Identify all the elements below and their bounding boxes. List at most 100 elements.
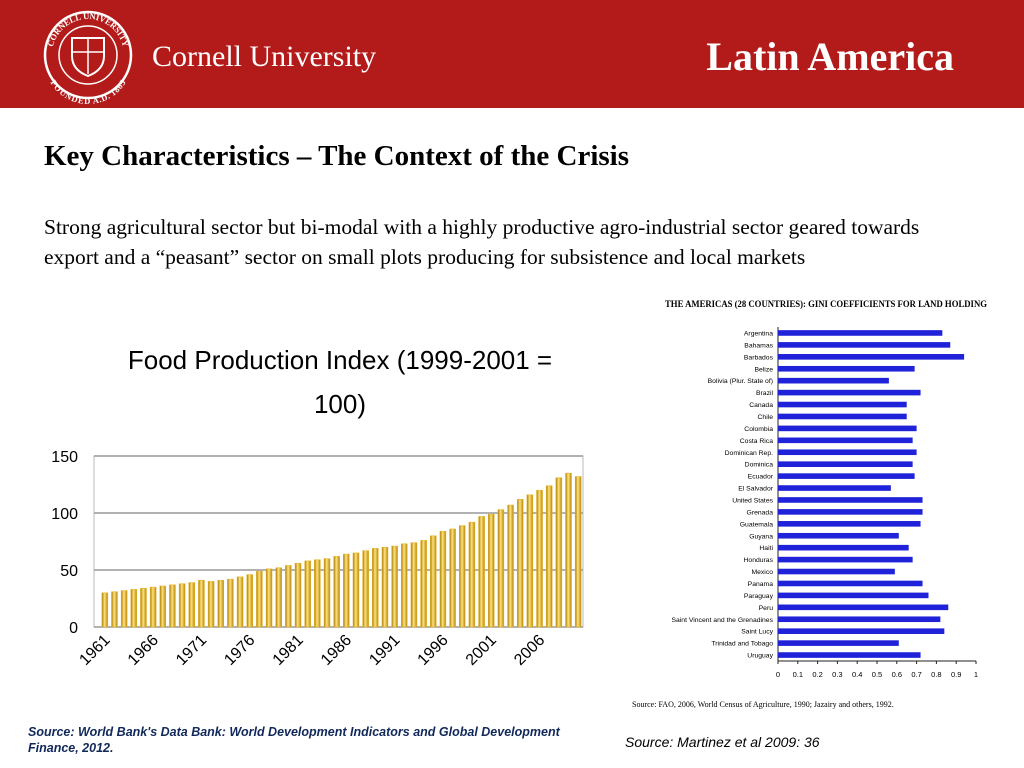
x-tick-label: 1971 [173,632,210,669]
bar [468,521,476,628]
bar [188,582,196,628]
y-tick-label: Saint Vincent and the Grenadines [671,617,773,624]
bar [265,568,273,628]
bar [778,628,945,634]
bar [516,499,524,628]
x-tick-label: 1991 [366,632,403,669]
bar [778,544,909,551]
bar [778,556,913,563]
bar [526,494,534,628]
bar [120,590,128,628]
x-tick-label: 1966 [125,632,162,669]
bar [778,377,889,384]
bar [401,543,408,628]
source: Source: World Bank's Data Bank: World De… [28,725,560,755]
y-tick-label: Uruguay [747,653,773,660]
x-tick-label: 0.2 [812,670,822,679]
bar [565,472,572,628]
x-tick-label: 0.4 [852,670,862,679]
x-tick-label: 0.6 [892,670,902,679]
x-tick-label: 1986 [318,632,355,669]
bar [101,592,109,628]
x-tick-label: 2001 [463,632,500,669]
x-tick-label: 0.1 [793,670,803,679]
y-tick-label: Ecuador [748,474,774,481]
x-tick-label: 1 [974,670,978,679]
bar [439,530,447,628]
y-tick-label: Belize [754,366,773,373]
x-tick-label: 0.5 [872,670,882,679]
bar [314,559,321,628]
bar [246,574,253,628]
bar [778,413,907,420]
bar [130,589,138,628]
y-tick-label: Panama [748,581,774,588]
bar [169,584,176,628]
bar [778,485,891,491]
bar [778,461,913,467]
bar [459,525,466,628]
slide-title: Latin America [706,34,954,79]
y-tick-label: Dominican Rep. [725,450,773,457]
bar [478,516,485,628]
bar [778,580,923,587]
header-band [0,0,1024,108]
bar [778,389,921,396]
y-tick-label: Bolivia (Plur. State of) [708,378,773,385]
chart-title: Food Production Index (1999-2001 = 100) [127,345,553,419]
y-tick-label: Canada [749,402,773,409]
bar [778,592,929,599]
x-tick-label: 1981 [270,632,307,669]
bar [778,640,899,646]
bar [778,509,923,515]
bar [381,546,389,628]
bar [778,401,907,408]
bar [778,330,943,336]
y-tick-label: Mexico [751,569,773,576]
bar [778,568,895,575]
y-tick-label: 0 [69,620,78,637]
y-tick-label: United States [732,497,773,504]
bar [778,437,913,444]
bar [778,497,923,503]
bar [778,449,917,456]
y-tick-label: 100 [51,506,78,523]
x-tick-label: 0 [776,670,780,679]
bar [207,581,215,628]
y-tick-label: Brazil [756,390,773,397]
bar [256,570,263,628]
bar [285,565,292,628]
source: Source: Martinez et al 2009: 36 [625,734,820,750]
bar [778,521,921,527]
bar [507,504,514,628]
bar [352,552,360,628]
bar [410,542,418,628]
bar [778,425,917,432]
bar [778,354,965,360]
x-tick-label: 0.7 [911,670,921,679]
bar [545,485,553,628]
y-tick-label: Paraguay [744,593,774,600]
bar [778,532,899,539]
bar [372,548,379,628]
bar [227,578,234,628]
bar [323,558,331,628]
y-tick-label: Trinidad and Tobago [711,641,773,648]
y-tick-label: Honduras [744,557,774,564]
paragraph: Strong agricultural sector but bi-modal … [44,215,920,269]
bar [778,473,915,479]
bar [294,562,302,628]
heading: Key Characteristics – The Context of the… [44,140,629,172]
logo-text: Cornell University [152,40,376,73]
x-tick-label: 0.8 [931,670,941,679]
y-tick-label: Bahamas [744,342,773,349]
y-tick-label: Peru [759,605,774,612]
bar [159,585,167,628]
bar [140,587,147,628]
bar [487,513,495,628]
x-tick-label: 2006 [511,632,548,669]
bar [778,342,951,348]
y-tick-label: Haiti [759,545,773,552]
